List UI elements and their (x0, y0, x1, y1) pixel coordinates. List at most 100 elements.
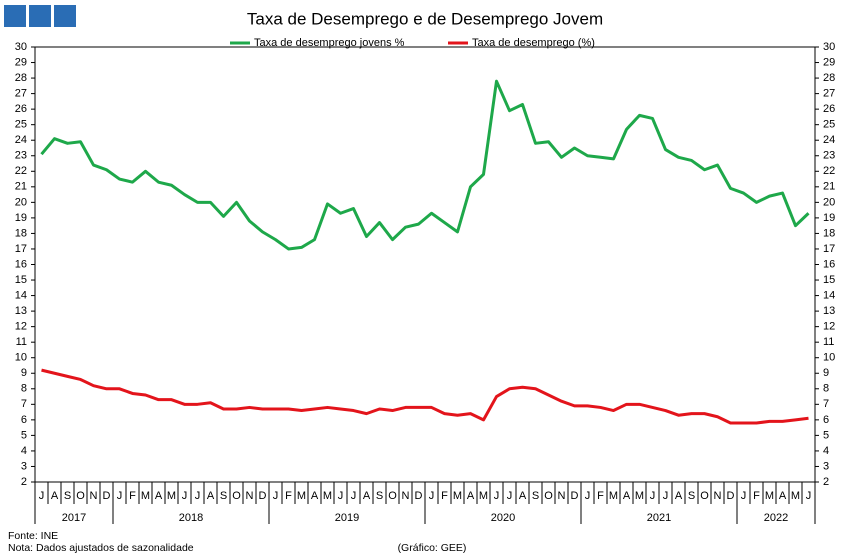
x-tick-label: N (558, 490, 566, 502)
x-tick-label: N (246, 490, 254, 502)
x-tick-label: F (129, 490, 136, 502)
y-tick-label: 25 (15, 119, 27, 131)
x-tick-label: M (791, 490, 800, 502)
y2-tick-label: 9 (823, 367, 829, 379)
note: Nota: Dados ajustados de sazonalidade (8, 542, 194, 554)
y-tick-label: 10 (15, 352, 27, 364)
y2-tick-label: 13 (823, 305, 835, 317)
x-tick-label: D (259, 490, 267, 502)
y-tick-label: 30 (15, 41, 27, 53)
y2-tick-label: 20 (823, 196, 835, 208)
y2-tick-label: 12 (823, 321, 835, 333)
x-tick-label: J (117, 490, 123, 502)
y2-tick-label: 21 (823, 181, 835, 193)
year-label: 2017 (62, 512, 86, 524)
y2-tick-label: 17 (823, 243, 835, 255)
y-tick-label: 19 (15, 212, 27, 224)
x-tick-label: S (64, 490, 71, 502)
y-tick-label: 12 (15, 321, 27, 333)
y2-tick-label: 19 (823, 212, 835, 224)
y-tick-label: 27 (15, 88, 27, 100)
x-tick-label: J (806, 490, 812, 502)
x-tick-label: M (141, 490, 150, 502)
x-tick-label: A (779, 490, 787, 502)
x-tick-label: F (441, 490, 448, 502)
x-tick-label: D (571, 490, 579, 502)
x-tick-label: O (700, 490, 709, 502)
y-tick-label: 11 (16, 336, 27, 348)
plot-frame (34, 46, 816, 483)
x-tick-label: J (182, 490, 188, 502)
x-tick-label: S (220, 490, 227, 502)
y2-tick-label: 2 (823, 476, 829, 488)
y2-tick-label: 30 (823, 41, 835, 53)
x-tick-label: N (714, 490, 722, 502)
x-tick-label: A (311, 490, 319, 502)
series-line (40, 79, 810, 251)
y2-tick-label: 15 (823, 274, 835, 286)
x-tick-label: M (765, 490, 774, 502)
y2-tick-label: 22 (823, 165, 835, 177)
y2-tick-label: 11 (823, 336, 834, 348)
year-label: 2021 (647, 512, 671, 524)
x-tick-label: A (519, 490, 527, 502)
y-tick-label: 14 (15, 289, 27, 301)
chart-title: Taxa de Desemprego e de Desemprego Jovem (247, 9, 603, 28)
y-tick-label: 4 (21, 445, 27, 457)
x-tick-label: F (753, 490, 760, 502)
y2-tick-label: 4 (823, 445, 829, 457)
y-tick-label: 5 (21, 429, 27, 441)
x-tick-label: O (388, 490, 397, 502)
series-line (41, 368, 809, 425)
y-tick-label: 13 (15, 305, 27, 317)
y2-tick-label: 18 (823, 227, 835, 239)
y-tick-label: 24 (15, 134, 27, 146)
x-tick-label: M (453, 490, 462, 502)
x-tick-label: S (532, 490, 539, 502)
y2-tick-label: 24 (823, 134, 835, 146)
x-tick-label: D (415, 490, 423, 502)
legend-label: Taxa de desemprego (%) (472, 37, 595, 49)
x-tick-label: M (297, 490, 306, 502)
logo-block (29, 5, 51, 27)
x-tick-label: M (609, 490, 618, 502)
y-tick-label: 9 (21, 367, 27, 379)
x-tick-label: O (544, 490, 553, 502)
y-tick-label: 20 (15, 196, 27, 208)
y2-tick-label: 10 (823, 352, 835, 364)
y-tick-label: 8 (21, 383, 27, 395)
y2-tick-label: 16 (823, 258, 835, 270)
x-tick-label: M (479, 490, 488, 502)
y2-tick-label: 27 (823, 88, 835, 100)
x-tick-label: A (623, 490, 631, 502)
x-tick-label: A (207, 490, 215, 502)
y2-tick-label: 28 (823, 72, 835, 84)
x-tick-label: F (597, 490, 604, 502)
year-label: 2018 (179, 512, 203, 524)
y-tick-label: 21 (15, 181, 27, 193)
x-tick-label: J (507, 490, 513, 502)
x-tick-label: A (155, 490, 163, 502)
x-tick-label: M (167, 490, 176, 502)
x-tick-label: J (429, 490, 435, 502)
y-tick-label: 18 (15, 227, 27, 239)
credit: (Gráfico: GEE) (398, 542, 467, 554)
x-tick-label: J (494, 490, 500, 502)
y-tick-label: 2 (21, 476, 27, 488)
x-tick-label: J (650, 490, 656, 502)
y2-tick-label: 25 (823, 119, 835, 131)
x-tick-label: J (663, 490, 669, 502)
y2-tick-label: 6 (823, 414, 829, 426)
x-tick-label: J (351, 490, 357, 502)
y-tick-label: 6 (21, 414, 27, 426)
x-tick-label: J (338, 490, 344, 502)
x-tick-label: A (363, 490, 371, 502)
y2-tick-label: 14 (823, 289, 835, 301)
y2-tick-label: 7 (823, 398, 829, 410)
legend-label: Taxa de desemprego jovens % (254, 37, 405, 49)
y-tick-label: 7 (21, 398, 27, 410)
y-tick-label: 15 (15, 274, 27, 286)
x-tick-label: O (76, 490, 85, 502)
source: Fonte: INE (8, 530, 58, 542)
